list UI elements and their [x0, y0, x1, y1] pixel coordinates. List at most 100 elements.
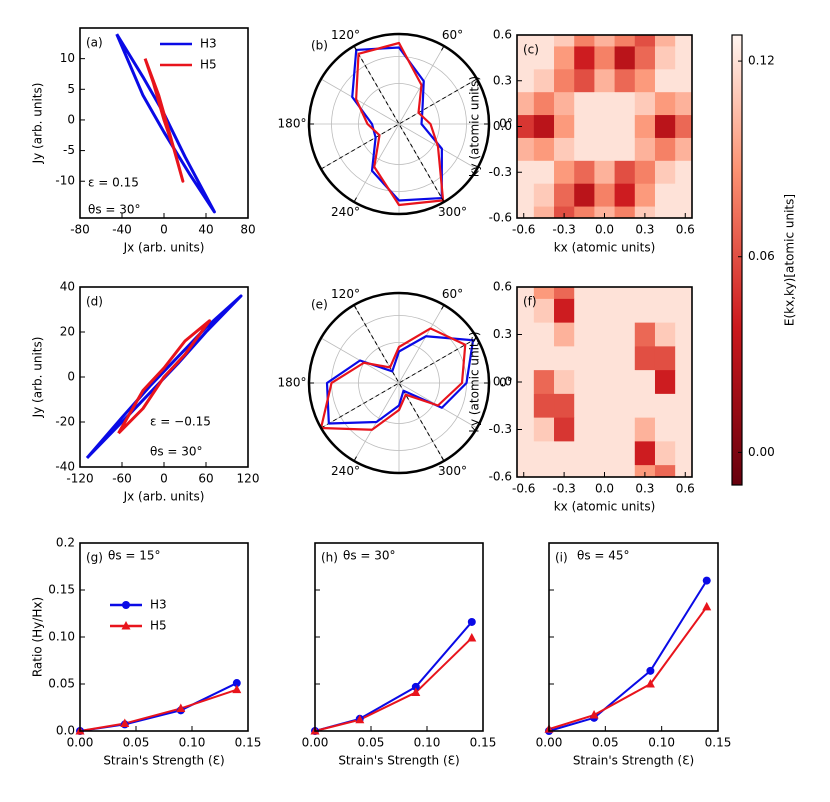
heatmap-cell [654, 160, 676, 185]
y-tick-label: 0.05 [48, 677, 75, 691]
heatmap-cell [533, 441, 555, 466]
series-line [143, 58, 185, 183]
x-tick-label: 0.00 [536, 736, 563, 750]
x-tick-label: -80 [70, 223, 90, 237]
heatmap-cell [614, 183, 636, 208]
heatmap-cell [654, 35, 676, 47]
series-line [548, 606, 708, 731]
annotation: ε = 0.15 [88, 176, 139, 190]
series-line [314, 637, 473, 732]
x-tick-label: 0.05 [123, 736, 150, 750]
theta-tick [353, 304, 357, 310]
x-tick-label: 60 [198, 472, 213, 486]
x-tick-label: -60 [112, 472, 132, 486]
heatmap-cell [634, 287, 656, 300]
heatmap-cell [634, 115, 656, 139]
theta-tick [353, 45, 357, 51]
heatmap-cells [517, 35, 692, 218]
y-tick-label: 5 [67, 82, 75, 96]
heatmap-cell [517, 160, 535, 185]
heatmap-cell [654, 393, 676, 419]
heatmap-cell [574, 417, 595, 442]
y-axis-label: Jy (arb. units) [31, 83, 45, 165]
y-tick-label: 40 [60, 280, 75, 294]
heatmap-cell [574, 370, 595, 395]
series-line [314, 621, 473, 732]
plot-frame [79, 542, 249, 732]
heatmap-cell [574, 35, 595, 47]
heatmap-cell [533, 69, 555, 93]
x-tick-label: 0.10 [648, 736, 675, 750]
y-tick-label: -20 [55, 415, 75, 429]
heatmap-cell [614, 346, 636, 371]
marker [122, 601, 130, 609]
marker [702, 576, 711, 585]
heatmap-cell [517, 206, 535, 218]
heatmap-cell [533, 346, 555, 371]
colorbar-label: E(kx,ky)[atomic units] [783, 194, 797, 326]
heatmap-cell [517, 287, 535, 300]
colorbar-tick-label: 0.00 [748, 445, 775, 459]
theta-tick-label: 0° [499, 376, 513, 390]
heatmap-cell [533, 115, 555, 139]
heatmap-cell [574, 137, 595, 162]
heatmap-cell [614, 370, 636, 395]
heatmap-cell [634, 465, 656, 477]
y-tick-label: -0.3 [489, 165, 512, 179]
heatmap-cell [594, 346, 616, 371]
theta-tick [353, 456, 357, 462]
marker [120, 718, 130, 727]
heatmap-cell [574, 160, 595, 185]
heatmap-cell [654, 298, 676, 324]
heatmap-cell [614, 206, 636, 218]
heatmap-cell [634, 160, 656, 185]
legend-label: H3 [150, 598, 167, 612]
annotation: θs = 30° [150, 445, 203, 459]
heatmap-cell [634, 46, 656, 70]
heatmap-cell [517, 92, 535, 116]
panel-label: (g) [86, 551, 103, 565]
heatmap-cell [533, 183, 555, 208]
y-tick-label: -0.6 [489, 470, 512, 484]
polar-spoke [320, 78, 478, 170]
heatmap-cell [517, 183, 535, 208]
heatmap-cell [614, 322, 636, 347]
x-tick-label: 0.15 [470, 736, 497, 750]
heatmap-cell [634, 69, 656, 93]
series-line [79, 682, 238, 732]
y-tick-label: 0.6 [493, 28, 512, 42]
heatmap-cell [634, 441, 656, 466]
y-tick-label: -0.3 [489, 422, 512, 436]
y-tick-label: 0.0 [493, 119, 512, 133]
heatmap-cell [554, 137, 575, 162]
heatmap-cell [594, 287, 616, 300]
heatmap-cell [654, 465, 676, 477]
theta-tick-label: 240° [331, 464, 360, 478]
heatmap-cell [594, 322, 616, 347]
heatmap-cell [574, 206, 595, 218]
x-tick-label: -0.6 [512, 482, 535, 496]
heatmap-cell [654, 370, 676, 395]
x-axis-label: Strain's Strength (Ɛ) [573, 754, 694, 768]
heatmap-cell [554, 287, 575, 300]
colorbar-tick-label: 0.12 [748, 54, 775, 68]
heatmap-cell [634, 298, 656, 324]
colorbar-tick-label: 0.06 [748, 249, 775, 263]
heatmap-cell [654, 206, 676, 218]
heatmap-cell [634, 92, 656, 116]
heatmap-cell [533, 417, 555, 442]
heatmap-cell [675, 69, 692, 93]
heatmap-cell [517, 298, 535, 324]
series-line [79, 688, 238, 732]
x-tick-label: -40 [112, 223, 132, 237]
x-axis-label: Jx (arb. units) [123, 490, 205, 504]
heatmap-cell [594, 206, 616, 218]
heatmap-cell [614, 115, 636, 139]
y-axis-label: Ratio (Hy/Hx) [31, 597, 45, 677]
heatmap-cell [554, 92, 575, 116]
heatmap-cell [594, 69, 616, 93]
heatmap-cell [594, 137, 616, 162]
heatmap-cell [533, 206, 555, 218]
heatmap-cell [634, 322, 656, 347]
heatmap-cell [574, 322, 595, 347]
